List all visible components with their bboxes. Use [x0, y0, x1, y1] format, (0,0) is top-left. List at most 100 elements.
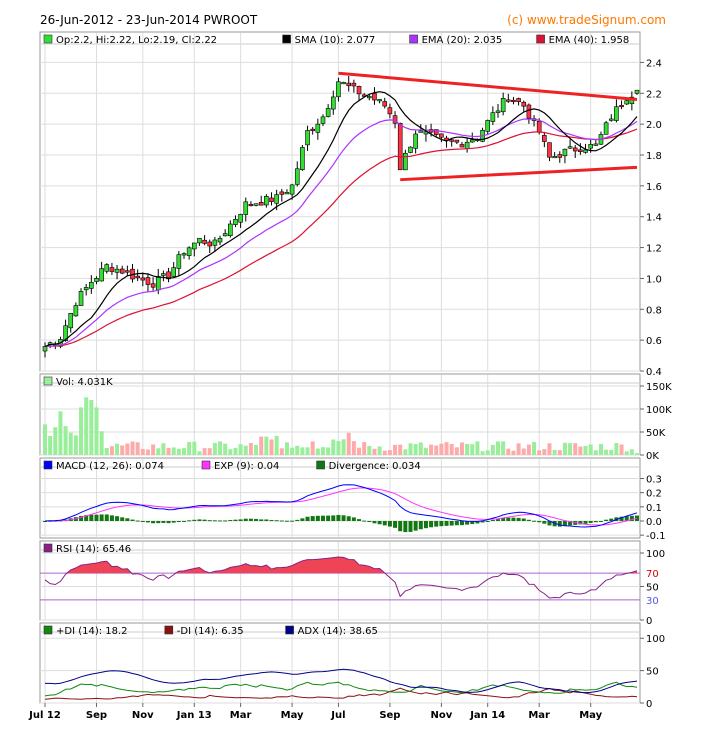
candle-body — [119, 268, 125, 274]
candle-body — [243, 201, 249, 215]
candle-body — [264, 196, 269, 206]
divergence-bar — [480, 521, 485, 523]
volume-bar — [377, 446, 382, 455]
plus-di-line — [44, 681, 638, 697]
volume-bar — [521, 448, 526, 455]
candle-body — [382, 101, 388, 107]
volume-bar — [336, 441, 341, 455]
divergence-bar — [79, 515, 84, 521]
divergence-bar — [99, 514, 104, 521]
volume-bar — [63, 426, 68, 455]
chart-panels: 0.4 0.6 0.8 1.0 1.2 1.4 1.6 1.8 2.0 2.2 2.4 Op:2.2,… — [28, 31, 672, 721]
candle-body — [614, 106, 619, 121]
candle-body — [454, 139, 460, 143]
candle-body — [94, 278, 99, 282]
y-tick-label: 0.1 — [646, 503, 662, 514]
candle-body — [176, 254, 182, 269]
volume-bar — [310, 441, 315, 455]
candle-body — [593, 143, 599, 146]
volume-bar — [99, 431, 104, 455]
candle-body — [197, 237, 202, 244]
volume-bar — [68, 432, 73, 455]
divergence-bar — [166, 521, 171, 524]
candle-body — [578, 149, 583, 152]
divergence-bar — [346, 516, 351, 521]
volume-bar — [346, 432, 351, 455]
candle-body — [588, 144, 593, 149]
copyright-link[interactable]: (c) www.tradeSignum.com — [507, 13, 666, 27]
y-tick-label: 0.8 — [646, 305, 662, 316]
rsi-guide-label: 70 — [646, 569, 659, 580]
candle-body — [68, 313, 74, 329]
panel-frame — [39, 457, 641, 539]
divergence-bar — [351, 517, 356, 521]
divergence-bar — [604, 519, 609, 521]
divergence-bar — [485, 521, 490, 522]
divergence-bar — [84, 515, 89, 521]
candle-body — [294, 168, 300, 185]
candle-body — [305, 130, 310, 146]
candle-body — [269, 197, 274, 202]
volume-bar — [274, 435, 279, 455]
divergence-bar — [475, 521, 480, 524]
divergence-bar — [578, 521, 583, 525]
candle-body — [408, 146, 413, 153]
candle-body — [444, 137, 449, 141]
divergence-bar — [516, 517, 521, 521]
candle-body — [258, 201, 264, 206]
candle-body — [325, 108, 331, 117]
x-tick-label: Nov — [430, 710, 452, 721]
legend-label: MACD (12, 26): 0.074 — [56, 461, 164, 472]
divergence-bar — [140, 521, 145, 522]
divergence-bar — [382, 521, 387, 526]
divergence-bar — [295, 519, 300, 521]
volume-bar — [588, 444, 593, 455]
volume-bar — [197, 451, 202, 455]
volume-bar — [269, 439, 274, 455]
divergence-bar — [583, 521, 588, 524]
candle-body — [217, 238, 223, 243]
candle-body — [320, 116, 326, 124]
divergence-bar — [151, 521, 156, 524]
volume-bar — [382, 450, 387, 455]
divergence-bar — [233, 519, 238, 521]
divergence-bar — [161, 521, 166, 523]
volume-bar — [104, 448, 109, 455]
y-tick-label: 0.3 — [646, 475, 662, 486]
candle-body — [150, 283, 156, 288]
candle-body — [459, 144, 465, 148]
panel-frame — [39, 540, 641, 621]
legend-swatch — [282, 34, 291, 44]
volume-bar — [614, 443, 619, 455]
volume-bar — [140, 449, 145, 455]
divergence-bar — [439, 521, 444, 527]
divergence-bar — [598, 521, 603, 522]
volume-bar — [161, 443, 166, 455]
candle-body — [521, 101, 527, 107]
divergence-bar — [403, 521, 408, 533]
rsi-line — [44, 556, 638, 599]
volume-bar — [254, 444, 259, 455]
divergence-bar — [109, 515, 114, 521]
candle-body — [542, 135, 547, 142]
x-tick-label: Mar — [230, 710, 252, 721]
volume-bar — [593, 450, 598, 455]
candle-body — [495, 110, 501, 113]
candle-body — [145, 277, 151, 285]
candle-body — [377, 99, 382, 102]
candle-body — [186, 247, 192, 256]
candle-body — [114, 268, 120, 273]
candle-body — [619, 105, 624, 108]
volume-bar — [418, 442, 423, 455]
legend-swatch — [164, 625, 174, 635]
candle-body — [171, 267, 176, 277]
candle-body — [567, 146, 573, 149]
divergence-bar — [444, 521, 449, 526]
volume-bar — [125, 443, 130, 455]
divergence-bar — [367, 521, 372, 522]
volume-bars — [43, 397, 639, 455]
legend-label: EMA (20): 2.035 — [422, 35, 503, 46]
volume-bar — [413, 444, 418, 455]
volume-bar — [48, 436, 53, 455]
ema-20-line — [44, 118, 638, 347]
